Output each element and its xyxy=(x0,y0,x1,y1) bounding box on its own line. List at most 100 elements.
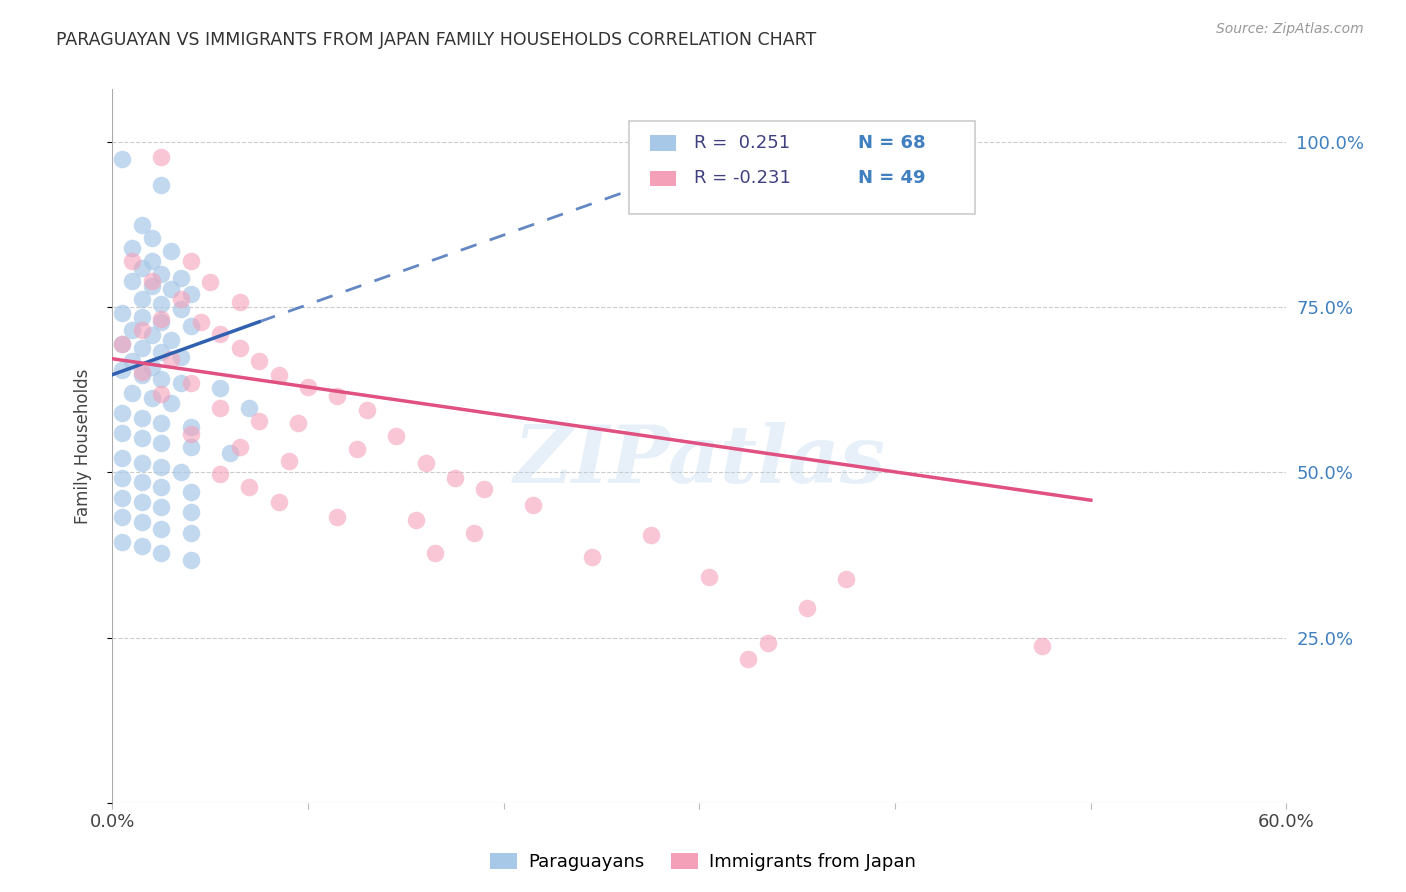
Point xyxy=(111,336,134,351)
Point xyxy=(131,218,153,232)
Point xyxy=(756,636,779,650)
Point xyxy=(640,528,662,542)
Point xyxy=(180,440,202,454)
Text: R = -0.231: R = -0.231 xyxy=(693,169,790,187)
Point xyxy=(180,427,202,442)
Point xyxy=(356,402,378,417)
Point xyxy=(180,552,202,566)
Point xyxy=(160,351,183,366)
Point xyxy=(209,467,232,481)
Point xyxy=(131,431,153,445)
Point xyxy=(247,354,270,368)
Point xyxy=(131,540,153,554)
Point xyxy=(415,456,437,470)
Point xyxy=(170,466,193,480)
Text: R =  0.251: R = 0.251 xyxy=(693,134,790,152)
Point xyxy=(209,401,232,415)
Point xyxy=(425,546,447,560)
Point xyxy=(796,600,818,615)
Point xyxy=(180,505,202,519)
Point xyxy=(150,480,173,494)
Point xyxy=(131,411,153,425)
Text: PARAGUAYAN VS IMMIGRANTS FROM JAPAN FAMILY HOUSEHOLDS CORRELATION CHART: PARAGUAYAN VS IMMIGRANTS FROM JAPAN FAMI… xyxy=(56,31,817,49)
Point xyxy=(150,435,173,450)
Point xyxy=(150,267,173,281)
Point xyxy=(180,526,202,541)
Point xyxy=(326,510,349,524)
Point xyxy=(160,333,183,347)
Point xyxy=(141,274,163,288)
Point xyxy=(160,396,183,410)
Point xyxy=(472,482,495,496)
Point xyxy=(150,371,173,385)
Point xyxy=(141,279,163,293)
Text: N = 68: N = 68 xyxy=(858,134,925,152)
Point xyxy=(277,453,299,467)
Point xyxy=(111,491,134,505)
Text: N = 49: N = 49 xyxy=(858,169,925,187)
Point xyxy=(131,310,153,325)
Point xyxy=(444,471,467,485)
Point xyxy=(131,495,153,509)
Point xyxy=(131,456,153,470)
Point xyxy=(131,293,153,307)
Point xyxy=(238,480,260,494)
Point xyxy=(131,341,153,355)
Point xyxy=(228,295,250,310)
Point xyxy=(247,414,270,428)
Point xyxy=(150,546,173,560)
Point xyxy=(121,254,143,268)
Point xyxy=(170,270,193,285)
Point xyxy=(150,178,173,192)
Point xyxy=(209,381,232,395)
Point xyxy=(121,323,143,337)
Point xyxy=(111,336,134,351)
Point xyxy=(111,534,134,549)
Point xyxy=(141,392,163,406)
Point xyxy=(111,363,134,377)
Point xyxy=(141,328,163,343)
Point xyxy=(180,318,202,333)
Point xyxy=(111,425,134,440)
Point xyxy=(121,386,143,401)
Point xyxy=(267,495,290,509)
Point xyxy=(581,549,603,564)
Point xyxy=(180,485,202,500)
Point xyxy=(737,652,759,666)
Point xyxy=(238,401,260,415)
Point xyxy=(190,315,212,329)
Point xyxy=(111,152,134,166)
Point xyxy=(150,345,173,359)
Point xyxy=(131,515,153,529)
Point xyxy=(131,475,153,490)
Point xyxy=(170,301,193,316)
Point xyxy=(111,450,134,465)
Point xyxy=(180,287,202,301)
Point xyxy=(463,526,485,541)
Point xyxy=(405,513,427,527)
Point xyxy=(150,387,173,401)
Point xyxy=(218,445,242,459)
Point xyxy=(131,323,153,337)
Point xyxy=(111,305,134,319)
Point xyxy=(150,522,173,536)
Point xyxy=(522,499,544,513)
Point xyxy=(170,350,193,364)
Point xyxy=(121,274,143,288)
Point xyxy=(180,376,202,391)
Point xyxy=(697,570,720,584)
Point xyxy=(170,376,193,391)
Point xyxy=(150,416,173,430)
Point xyxy=(346,442,368,457)
Point xyxy=(150,150,173,164)
Point xyxy=(297,379,319,393)
Point xyxy=(385,429,408,443)
Point xyxy=(200,275,222,289)
Point xyxy=(1031,639,1053,653)
Point xyxy=(160,282,183,296)
Point xyxy=(209,326,232,341)
Point xyxy=(141,359,163,374)
FancyBboxPatch shape xyxy=(650,170,676,186)
Point xyxy=(141,254,163,268)
Text: Source: ZipAtlas.com: Source: ZipAtlas.com xyxy=(1216,22,1364,37)
